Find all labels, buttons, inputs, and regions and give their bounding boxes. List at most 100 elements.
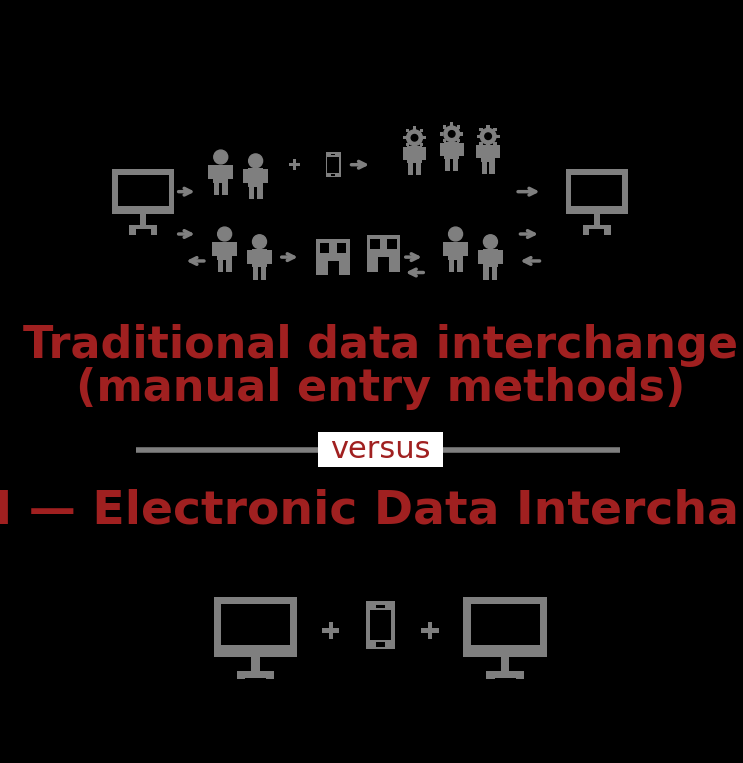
- Bar: [421, 629, 438, 633]
- Bar: [325, 152, 341, 178]
- Circle shape: [480, 128, 496, 144]
- Bar: [459, 143, 464, 156]
- Text: (manual entry methods): (manual entry methods): [76, 366, 685, 410]
- Bar: [222, 182, 227, 195]
- Bar: [247, 250, 252, 264]
- Bar: [457, 125, 461, 129]
- Bar: [212, 243, 217, 256]
- Bar: [249, 186, 254, 199]
- Bar: [129, 225, 158, 230]
- Bar: [443, 139, 447, 143]
- Bar: [457, 259, 463, 272]
- Circle shape: [218, 227, 232, 241]
- Bar: [443, 243, 448, 256]
- Circle shape: [249, 154, 262, 168]
- Bar: [406, 143, 409, 146]
- Bar: [516, 678, 524, 685]
- Bar: [370, 240, 380, 249]
- Bar: [129, 230, 135, 235]
- Circle shape: [449, 130, 455, 137]
- Bar: [501, 657, 510, 671]
- Bar: [406, 129, 409, 133]
- Bar: [376, 642, 385, 647]
- Bar: [448, 242, 463, 259]
- Bar: [214, 597, 297, 657]
- Bar: [470, 604, 539, 645]
- Bar: [266, 678, 274, 685]
- Bar: [583, 230, 589, 235]
- Bar: [317, 432, 443, 467]
- Bar: [263, 169, 268, 183]
- Bar: [422, 147, 426, 160]
- Bar: [328, 261, 339, 275]
- Circle shape: [214, 150, 227, 164]
- Bar: [476, 134, 480, 138]
- Bar: [493, 141, 497, 145]
- Circle shape: [444, 126, 460, 142]
- Bar: [420, 129, 423, 133]
- Bar: [413, 127, 416, 130]
- Bar: [487, 671, 524, 678]
- Bar: [492, 267, 497, 280]
- Bar: [288, 163, 300, 166]
- Bar: [403, 147, 407, 160]
- Bar: [493, 127, 497, 131]
- Bar: [328, 622, 333, 639]
- Circle shape: [449, 227, 463, 241]
- Bar: [487, 678, 495, 685]
- Bar: [476, 146, 481, 159]
- Bar: [479, 127, 483, 131]
- Bar: [483, 250, 498, 267]
- Bar: [331, 174, 335, 176]
- Bar: [413, 146, 416, 150]
- Bar: [583, 225, 611, 230]
- Bar: [604, 230, 611, 235]
- Bar: [376, 605, 385, 608]
- Bar: [484, 267, 489, 280]
- Circle shape: [485, 133, 491, 140]
- Bar: [252, 250, 267, 267]
- Bar: [408, 163, 413, 175]
- Bar: [317, 239, 350, 275]
- Bar: [496, 146, 500, 159]
- Bar: [453, 159, 458, 171]
- Circle shape: [406, 130, 423, 146]
- Bar: [226, 259, 232, 272]
- Bar: [221, 604, 291, 645]
- Bar: [496, 134, 499, 138]
- Bar: [337, 243, 346, 253]
- Bar: [407, 146, 422, 163]
- Bar: [420, 143, 423, 146]
- Bar: [237, 678, 245, 685]
- Bar: [403, 136, 406, 140]
- Bar: [218, 259, 223, 272]
- Bar: [450, 142, 453, 146]
- Bar: [213, 165, 228, 182]
- Circle shape: [253, 235, 267, 249]
- Bar: [490, 162, 495, 173]
- Bar: [481, 145, 496, 162]
- Bar: [251, 657, 260, 671]
- Bar: [328, 156, 339, 172]
- Bar: [450, 122, 453, 126]
- Bar: [151, 230, 158, 235]
- Bar: [423, 136, 426, 140]
- Bar: [140, 214, 146, 225]
- Bar: [449, 259, 454, 272]
- Text: versus: versus: [330, 435, 431, 464]
- Bar: [428, 622, 432, 639]
- Circle shape: [411, 134, 418, 141]
- Bar: [257, 186, 262, 199]
- Bar: [248, 169, 263, 186]
- Text: Traditional data interchange: Traditional data interchange: [23, 324, 738, 367]
- Bar: [457, 139, 461, 143]
- Bar: [237, 671, 274, 678]
- Bar: [267, 250, 272, 264]
- Bar: [440, 143, 444, 156]
- Bar: [366, 235, 400, 272]
- Bar: [594, 214, 600, 225]
- Bar: [233, 243, 237, 256]
- Bar: [478, 250, 483, 264]
- Bar: [253, 267, 258, 280]
- Bar: [117, 175, 169, 205]
